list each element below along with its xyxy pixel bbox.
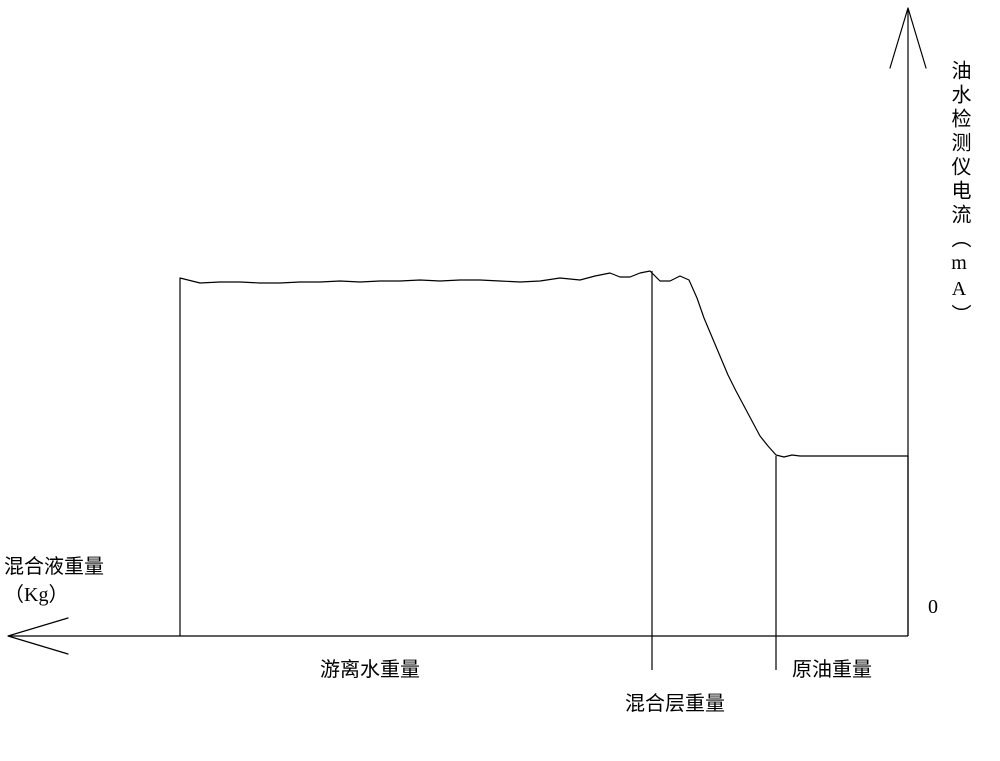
origin-label: 0 [928, 596, 938, 619]
free-water-weight-label: 游离水重量 [320, 653, 420, 682]
chart-container: 油水检测仪电流（mA） 混合液重量 （Kg） 0 游离水重量 混合层重量 原油重… [0, 0, 1000, 761]
mixed-layer-weight-label: 混合层重量 [625, 687, 725, 716]
x-axis-label-line1: 混合液重量 [4, 550, 104, 579]
y-axis-label: 油水检测仪电流（mA） [945, 60, 974, 328]
crude-oil-weight-label: 原油重量 [792, 653, 872, 682]
x-axis-label-line2: （Kg） [4, 578, 68, 607]
chart-svg [0, 0, 1000, 761]
